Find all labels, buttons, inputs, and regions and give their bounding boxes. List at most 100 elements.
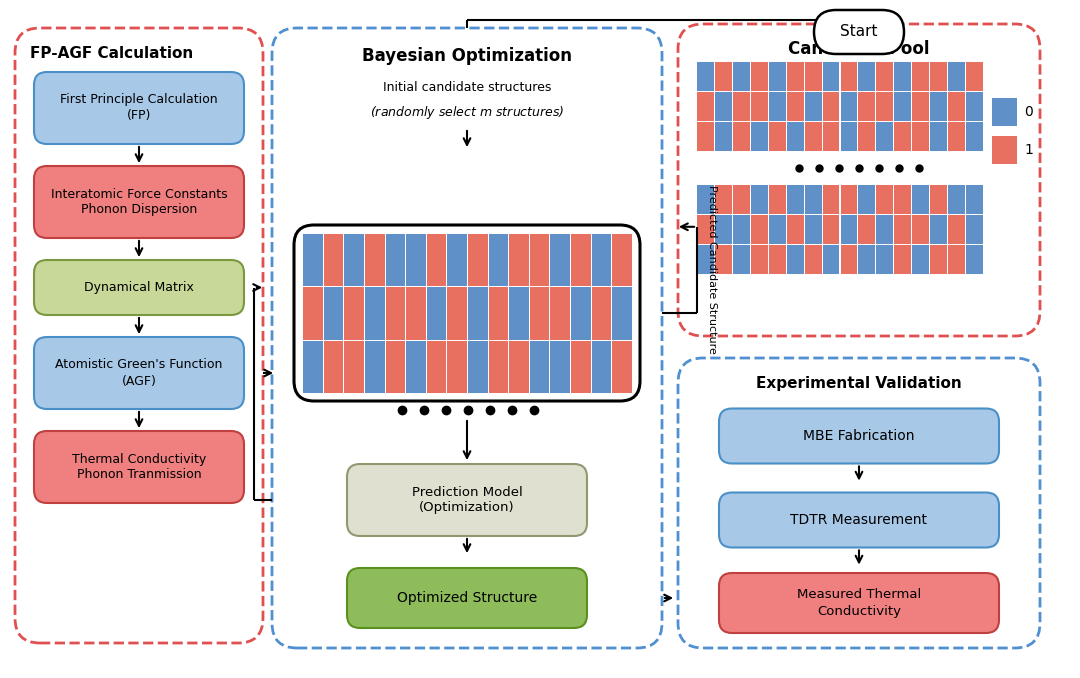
Bar <box>446 233 467 286</box>
Bar <box>912 244 929 274</box>
Bar <box>488 286 509 340</box>
Bar <box>343 286 364 340</box>
Text: Start: Start <box>840 24 878 39</box>
Bar <box>993 136 1017 164</box>
Bar <box>405 340 426 393</box>
Bar <box>570 286 591 340</box>
Text: (randomly select $m$ structures): (randomly select $m$ structures) <box>369 104 564 121</box>
Bar <box>750 214 768 244</box>
Bar <box>323 233 343 286</box>
Bar <box>929 91 947 121</box>
FancyBboxPatch shape <box>719 409 999 464</box>
Bar <box>893 214 912 244</box>
Bar <box>570 233 591 286</box>
Bar <box>768 244 785 274</box>
Bar <box>509 286 529 340</box>
Bar <box>929 121 947 151</box>
Bar <box>611 233 632 286</box>
Bar <box>509 340 529 393</box>
Bar <box>858 244 876 274</box>
Bar <box>876 91 893 121</box>
Bar <box>768 184 785 214</box>
Bar <box>947 61 966 91</box>
Bar <box>323 340 343 393</box>
Bar <box>839 91 858 121</box>
Bar <box>858 91 876 121</box>
Bar <box>822 244 839 274</box>
Bar <box>947 91 966 121</box>
Bar <box>714 244 732 274</box>
Bar <box>876 121 893 151</box>
Bar <box>714 121 732 151</box>
FancyBboxPatch shape <box>814 10 904 54</box>
FancyBboxPatch shape <box>33 337 244 409</box>
Bar <box>750 121 768 151</box>
FancyBboxPatch shape <box>719 573 999 633</box>
Bar <box>966 184 983 214</box>
Bar <box>343 340 364 393</box>
Text: MBE Fabrication: MBE Fabrication <box>804 429 915 443</box>
Bar <box>768 91 785 121</box>
FancyBboxPatch shape <box>33 166 244 238</box>
Bar <box>876 214 893 244</box>
Text: Certain total thickness with $2^{N}$ layers: Certain total thickness with $2^{N}$ lay… <box>750 70 969 89</box>
Bar <box>750 91 768 121</box>
FancyBboxPatch shape <box>719 492 999 548</box>
Text: TDTR Measurement: TDTR Measurement <box>791 513 928 527</box>
Bar <box>550 233 570 286</box>
Text: Measured Thermal
Conductivity: Measured Thermal Conductivity <box>797 589 921 618</box>
Bar <box>591 286 611 340</box>
Bar <box>912 61 929 91</box>
Bar <box>696 184 714 214</box>
Bar <box>509 233 529 286</box>
Bar <box>696 214 714 244</box>
Bar <box>732 244 750 274</box>
Bar <box>822 214 839 244</box>
Text: Dynamical Matrix: Dynamical Matrix <box>84 281 194 294</box>
Bar <box>876 61 893 91</box>
Bar <box>929 61 947 91</box>
Bar <box>966 244 983 274</box>
Bar <box>488 233 509 286</box>
FancyBboxPatch shape <box>294 225 640 401</box>
Bar <box>529 340 550 393</box>
Bar <box>384 340 405 393</box>
Text: 1: 1 <box>1024 143 1032 157</box>
Bar <box>750 244 768 274</box>
Bar <box>696 61 714 91</box>
Bar <box>611 340 632 393</box>
Bar <box>804 214 822 244</box>
Bar <box>912 214 929 244</box>
Bar <box>993 98 1017 126</box>
Text: Initial candidate structures: Initial candidate structures <box>382 81 551 94</box>
Bar <box>822 121 839 151</box>
Bar <box>364 286 384 340</box>
Bar <box>732 121 750 151</box>
Text: Atomistic Green's Function
(AGF): Atomistic Green's Function (AGF) <box>55 359 222 388</box>
Bar <box>966 214 983 244</box>
Bar <box>591 233 611 286</box>
Bar <box>405 233 426 286</box>
Bar <box>446 286 467 340</box>
Bar <box>839 214 858 244</box>
Bar <box>912 184 929 214</box>
Bar <box>929 244 947 274</box>
Bar <box>343 233 364 286</box>
Bar <box>529 233 550 286</box>
Bar <box>768 61 785 91</box>
Bar <box>570 340 591 393</box>
Bar <box>467 233 488 286</box>
Bar <box>947 184 966 214</box>
Bar <box>364 233 384 286</box>
Bar <box>947 121 966 151</box>
Bar <box>426 233 446 286</box>
Bar <box>768 214 785 244</box>
Bar <box>768 121 785 151</box>
Bar <box>732 91 750 121</box>
Bar <box>876 244 893 274</box>
Bar <box>876 184 893 214</box>
Bar <box>384 233 405 286</box>
Bar <box>467 340 488 393</box>
Bar <box>947 214 966 244</box>
Bar <box>839 184 858 214</box>
